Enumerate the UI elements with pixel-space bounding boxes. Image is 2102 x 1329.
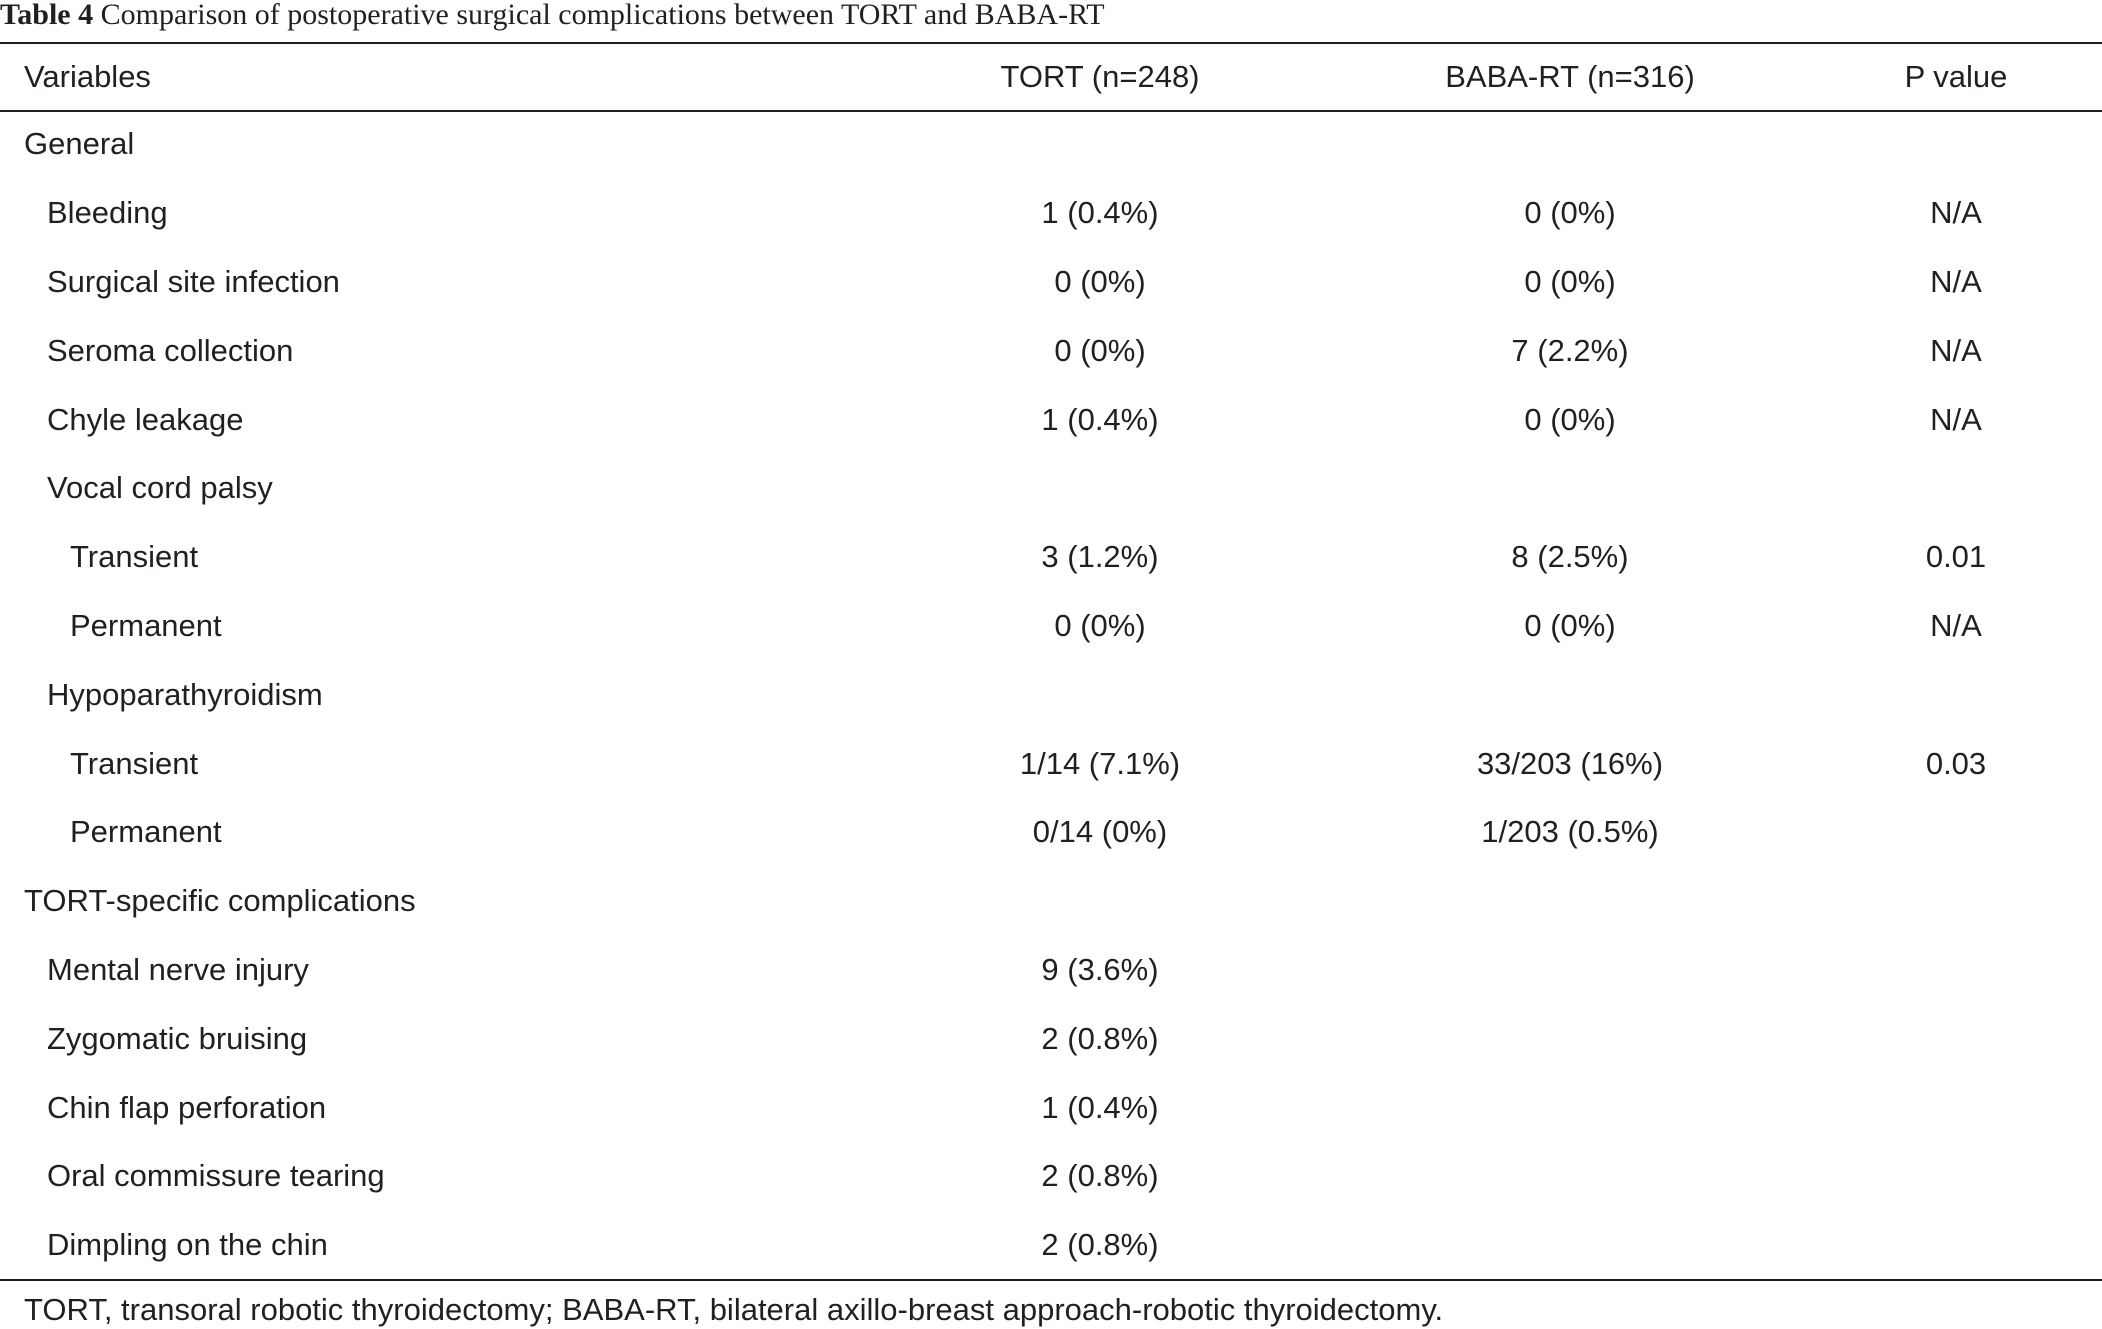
table-row: Seroma collection 0 (0%) 7 (2.2%) N/A — [0, 316, 2102, 385]
tort-value-cell: 2 (0.8%) — [1041, 1020, 1159, 1056]
table-body: General Bleeding 1 (0.4%) 0 (0%) N/A Surgical… — [0, 110, 2102, 1280]
table-row: TORT-specific complications — [0, 867, 2102, 936]
tort-value-cell: 0 (0%) — [1054, 607, 1146, 643]
baba-rt-value-cell: 1/203 (0.5%) — [1481, 814, 1659, 850]
p-value-cell — [1810, 1211, 2102, 1280]
table-caption-text: Comparison of postoperative surgical com… — [100, 0, 1105, 31]
p-value-cell — [1810, 1073, 2102, 1142]
table-row: Dimpling on the chin 2 (0.8%) — [0, 1211, 2102, 1280]
table-row: Permanent 0/14 (0%) 1/203 (0.5%) — [0, 798, 2102, 867]
p-value-cell — [1810, 936, 2102, 1005]
table-row: General — [0, 110, 2102, 179]
tort-value-cell: 2 (0.8%) — [1041, 1227, 1159, 1263]
tort-value-cell: 1/14 (7.1%) — [1019, 745, 1181, 781]
baba-rt-value-cell — [1330, 1004, 1810, 1073]
p-value-cell: N/A — [1930, 401, 1982, 437]
variable-cell: Surgical site infection — [47, 263, 340, 299]
bottom-rule — [0, 1279, 2102, 1281]
tort-value-cell: 0 (0%) — [1054, 332, 1146, 368]
column-header-variables: Variables — [24, 59, 151, 94]
tort-value-cell — [870, 110, 1330, 179]
variable-cell: Permanent — [70, 607, 222, 643]
tort-value-cell: 9 (3.6%) — [1041, 951, 1159, 987]
p-value-cell: N/A — [1930, 332, 1982, 368]
baba-rt-value-cell — [1330, 660, 1810, 729]
baba-rt-value-cell: 0 (0%) — [1524, 607, 1616, 643]
tort-value-cell: 2 (0.8%) — [1041, 1158, 1159, 1194]
tort-value-cell: 0 (0%) — [1054, 263, 1146, 299]
p-value-cell — [1810, 1004, 2102, 1073]
variable-cell: Vocal cord palsy — [47, 470, 273, 506]
baba-rt-value-cell — [1330, 110, 1810, 179]
p-value-cell — [1810, 1142, 2102, 1211]
p-value-cell: N/A — [1930, 263, 1982, 299]
baba-rt-value-cell: 0 (0%) — [1524, 195, 1616, 231]
p-value-cell — [1810, 798, 2102, 867]
table-row: Mental nerve injury 9 (3.6%) — [0, 936, 2102, 1005]
variable-cell: Zygomatic bruising — [47, 1020, 308, 1056]
table-footnote: TORT, transoral robotic thyroidectomy; B… — [24, 1292, 1444, 1327]
p-value-cell: 0.03 — [1925, 745, 1987, 781]
table-label: Table 4 — [0, 0, 94, 31]
tort-value-cell: 1 (0.4%) — [1041, 1089, 1159, 1125]
variable-cell: Hypoparathyroidism — [47, 676, 323, 712]
variable-cell: Bleeding — [47, 195, 168, 231]
tort-value-cell: 0/14 (0%) — [1032, 814, 1168, 850]
variable-cell: Chin flap perforation — [47, 1089, 327, 1125]
p-value-cell — [1810, 110, 2102, 179]
table-row: Oral commissure tearing 2 (0.8%) — [0, 1142, 2102, 1211]
baba-rt-value-cell: 8 (2.5%) — [1511, 539, 1629, 575]
baba-rt-value-cell — [1330, 936, 1810, 1005]
baba-rt-value-cell — [1330, 1073, 1810, 1142]
variable-cell: Oral commissure tearing — [47, 1158, 385, 1194]
table-caption: Table 4 Comparison of postoperative surg… — [0, 0, 2102, 38]
p-value-cell: 0.01 — [1925, 539, 1987, 575]
baba-rt-value-cell: 0 (0%) — [1524, 263, 1616, 299]
baba-rt-value-cell — [1330, 1211, 1810, 1280]
p-value-cell — [1810, 867, 2102, 936]
variable-cell: Chyle leakage — [47, 401, 244, 437]
table-header-row: Variables TORT (n=248) BABA-RT (n=316) P… — [0, 44, 2102, 110]
tort-value-cell: 1 (0.4%) — [1041, 195, 1159, 231]
baba-rt-value-cell — [1330, 454, 1810, 523]
variable-cell: Transient — [70, 539, 199, 575]
variable-cell: Seroma collection — [47, 332, 294, 368]
column-header-baba-rt: BABA-RT (n=316) — [1445, 59, 1695, 94]
baba-rt-value-cell: 7 (2.2%) — [1511, 332, 1629, 368]
baba-rt-value-cell: 33/203 (16%) — [1476, 745, 1664, 781]
tort-value-cell — [870, 454, 1330, 523]
variable-cell: General — [24, 126, 135, 162]
table-row: Transient 1/14 (7.1%) 33/203 (16%) 0.03 — [0, 729, 2102, 798]
header-rule — [0, 110, 2102, 112]
p-value-cell — [1810, 454, 2102, 523]
top-rule — [0, 42, 2102, 44]
table-row: Chin flap perforation 1 (0.4%) — [0, 1073, 2102, 1142]
p-value-cell: N/A — [1930, 195, 1982, 231]
p-value-cell: N/A — [1930, 607, 1982, 643]
complications-table: Variables TORT (n=248) BABA-RT (n=316) P… — [0, 44, 2102, 1280]
baba-rt-value-cell — [1330, 1142, 1810, 1211]
tort-value-cell — [870, 660, 1330, 729]
variable-cell: TORT-specific complications — [24, 883, 416, 919]
table-row: Vocal cord palsy — [0, 454, 2102, 523]
baba-rt-value-cell — [1330, 867, 1810, 936]
table-row: Chyle leakage 1 (0.4%) 0 (0%) N/A — [0, 385, 2102, 454]
table-row: Transient 3 (1.2%) 8 (2.5%) 0.01 — [0, 523, 2102, 592]
table-row: Bleeding 1 (0.4%) 0 (0%) N/A — [0, 179, 2102, 248]
variable-cell: Dimpling on the chin — [47, 1227, 328, 1263]
table-row: Hypoparathyroidism — [0, 660, 2102, 729]
variable-cell: Transient — [70, 745, 199, 781]
p-value-cell — [1810, 660, 2102, 729]
variable-cell: Mental nerve injury — [47, 951, 309, 987]
tort-value-cell — [870, 867, 1330, 936]
tort-value-cell: 3 (1.2%) — [1041, 539, 1159, 575]
baba-rt-value-cell: 0 (0%) — [1524, 401, 1616, 437]
variable-cell: Permanent — [70, 814, 222, 850]
table-row: Permanent 0 (0%) 0 (0%) N/A — [0, 592, 2102, 661]
column-header-tort: TORT (n=248) — [1000, 59, 1200, 94]
tort-value-cell: 1 (0.4%) — [1041, 401, 1159, 437]
column-header-p-value: P value — [1904, 59, 2008, 94]
table-row: Surgical site infection 0 (0%) 0 (0%) N/A — [0, 248, 2102, 317]
table-row: Zygomatic bruising 2 (0.8%) — [0, 1004, 2102, 1073]
